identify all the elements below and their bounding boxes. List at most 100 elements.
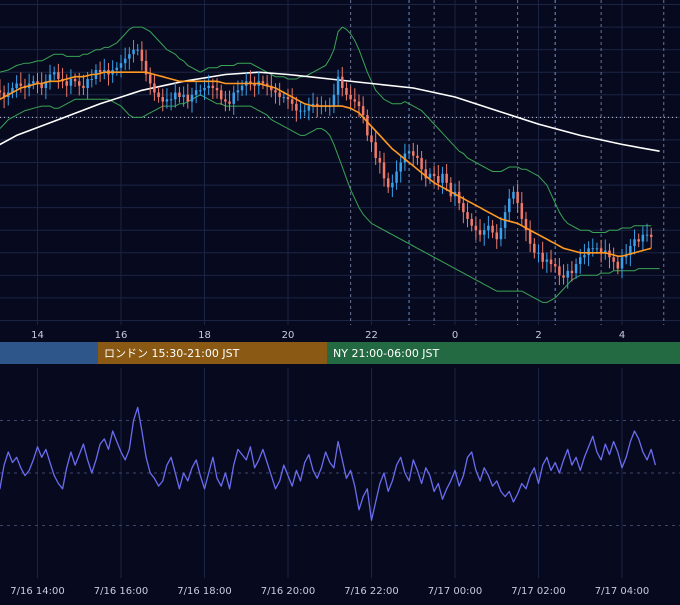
candle-body: [528, 230, 532, 244]
candle-body: [190, 94, 194, 102]
session-band: ロンドン 15:30-21:00 JST NY 21:00-06:00 JST: [0, 342, 680, 364]
candle-body: [228, 101, 231, 104]
candle-body: [77, 81, 81, 86]
candle-body: [332, 94, 336, 107]
session-block: [327, 342, 680, 364]
candle-body: [219, 90, 223, 100]
candle-body: [32, 81, 35, 84]
candle-body: [194, 90, 198, 95]
candle-body: [416, 155, 419, 158]
price-x-tick-label: 4: [619, 330, 625, 341]
candle-body: [441, 173, 444, 183]
session-block: [0, 342, 98, 364]
candle-body: [562, 275, 565, 278]
candle-body: [165, 99, 169, 102]
candle-body: [36, 81, 39, 84]
candle-body: [466, 212, 469, 219]
candle-body: [411, 151, 415, 156]
candle-body: [432, 173, 436, 177]
candle-body: [437, 176, 440, 183]
candle-body: [86, 78, 89, 89]
candle-body: [386, 178, 390, 188]
candle-body: [403, 153, 407, 163]
candle-body: [299, 110, 302, 112]
candle-body: [136, 49, 139, 51]
candle-body: [236, 90, 240, 93]
bottom-x-tick-label: 7/17 00:00: [428, 586, 482, 597]
candle-body: [395, 171, 398, 183]
candle-body: [420, 157, 423, 170]
candle-body: [199, 90, 202, 92]
candle-body: [378, 157, 382, 163]
bottom-x-tick-label: 7/17 04:00: [595, 586, 649, 597]
price-x-tick-label: 22: [365, 330, 378, 341]
candle-body: [637, 239, 640, 242]
candle-body: [407, 151, 411, 154]
candle-body: [595, 248, 599, 250]
candle-body: [587, 248, 590, 256]
candle-body: [123, 58, 127, 64]
candle-body: [512, 191, 515, 199]
candle-body: [341, 76, 344, 89]
candle-body: [457, 191, 461, 204]
candle-body: [73, 78, 77, 82]
candle-body: [98, 69, 102, 73]
oscillator-pane: [0, 368, 680, 578]
candle-body: [286, 97, 290, 100]
candle-body: [629, 246, 632, 256]
candle-body: [119, 63, 123, 68]
candle-body: [474, 225, 478, 231]
candle-body: [182, 94, 185, 98]
bottom-x-tick-label: 7/17 02:00: [511, 586, 565, 597]
candle-body: [19, 83, 23, 86]
candle-body: [478, 230, 482, 235]
price-x-tick-label: 2: [535, 330, 541, 341]
candle-body: [144, 60, 148, 75]
candle-body: [361, 106, 365, 116]
candle-body: [274, 90, 277, 93]
candle-body: [545, 259, 549, 262]
candle-body: [520, 203, 524, 219]
candle-body: [261, 81, 265, 84]
candle-body: [69, 78, 73, 86]
candle-body: [161, 97, 165, 102]
candle-body: [491, 225, 494, 233]
candle-body: [2, 92, 6, 98]
candle-body: [612, 257, 615, 262]
candle-body: [428, 173, 432, 179]
candle-body: [295, 103, 298, 111]
candle-body: [495, 232, 499, 240]
candle-body: [624, 255, 628, 258]
candle-body: [140, 49, 144, 61]
candle-body: [270, 85, 273, 91]
candle-body: [52, 72, 56, 75]
candle-body: [11, 88, 14, 93]
candle-body: [357, 101, 361, 107]
bottom-x-tick-label: 7/16 16:00: [94, 586, 148, 597]
candle-body: [0, 90, 2, 93]
candle-body: [599, 248, 603, 253]
candle-body: [132, 49, 135, 55]
oscillator-line: [0, 406, 657, 521]
bottom-x-axis: 7/16 14:00 7/16 16:00 7/16 18:00 7/16 20:00…: [10, 586, 649, 597]
candle-body: [115, 67, 119, 70]
candle-body: [211, 85, 215, 89]
candle-body: [499, 227, 503, 240]
candle-body: [370, 135, 373, 143]
candle-body: [566, 270, 569, 278]
bollinger-upper-line: [0, 26, 652, 233]
price-x-axis: 14 16 18 20 22 0 2 4: [31, 330, 625, 341]
candle-body: [578, 257, 582, 265]
bottom-x-tick-label: 7/16 20:00: [261, 586, 315, 597]
price-x-tick-label: 0: [452, 330, 458, 341]
candle-body: [174, 92, 177, 100]
candle-body: [445, 173, 448, 183]
candle-body: [148, 74, 152, 84]
candle-body: [253, 83, 256, 86]
candle-body: [353, 99, 357, 102]
candle-body: [82, 85, 85, 89]
candle-body: [645, 234, 649, 236]
candle-body: [336, 76, 340, 95]
candle-body: [311, 103, 315, 107]
